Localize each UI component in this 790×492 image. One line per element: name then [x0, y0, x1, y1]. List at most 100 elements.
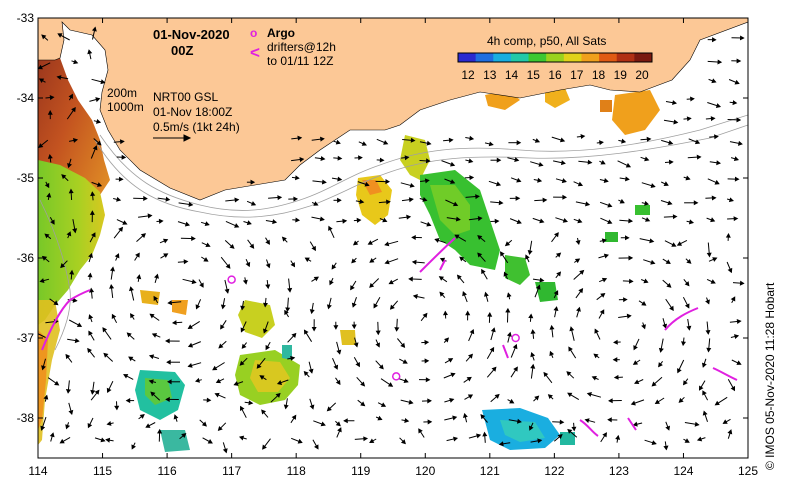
lon-tick-label: 117 [222, 464, 241, 478]
current-arrowhead [514, 157, 520, 162]
current-arrowhead [187, 324, 193, 329]
current-arrowhead [538, 161, 544, 167]
current-arrowhead [706, 252, 712, 258]
current-arrowhead [591, 376, 597, 381]
current-arrowhead [658, 362, 663, 368]
current-arrowhead [710, 279, 716, 284]
current-arrowhead [686, 258, 692, 264]
current-arrowhead [727, 429, 733, 435]
current-arrowhead [579, 269, 585, 275]
current-arrowhead [59, 438, 65, 444]
current-arrowhead [711, 195, 717, 201]
current-arrowhead [384, 241, 390, 247]
current-arrowhead [91, 26, 97, 32]
current-arrowhead [139, 414, 145, 419]
colorbar-segment [599, 53, 618, 62]
current-arrowhead [450, 372, 456, 378]
current-arrowhead [671, 242, 677, 247]
current-arrowhead [678, 397, 684, 403]
current-arrowhead [262, 328, 268, 334]
current-arrowhead [481, 268, 486, 275]
current-arrowhead [434, 238, 440, 243]
current-arrowhead [455, 216, 461, 222]
current-arrowhead [603, 253, 609, 259]
land-australia [38, 18, 748, 201]
current-arrowhead [128, 286, 134, 292]
current-arrowhead [658, 347, 664, 353]
current-arrowhead [509, 398, 515, 404]
argo-float [511, 333, 520, 343]
current-arrowhead [90, 389, 96, 395]
current-arrowhead [256, 363, 262, 369]
current-arrowhead [607, 202, 613, 208]
current-arrowhead [711, 78, 717, 84]
current-arrowhead [165, 396, 170, 402]
current-arrowhead [601, 277, 608, 283]
current-arrowhead [276, 380, 283, 385]
current-arrowhead [516, 219, 522, 224]
current-arrowhead [449, 397, 455, 403]
current-arrowhead [633, 345, 638, 351]
current-arrowhead [439, 291, 445, 297]
current-arrowhead [516, 418, 522, 424]
current-arrowhead [459, 256, 465, 262]
current-arrowhead [367, 240, 373, 245]
current-arrowhead [562, 194, 568, 200]
current-arrowhead [728, 197, 735, 203]
current-arrowhead [331, 264, 337, 270]
current-arrowhead [265, 239, 270, 245]
colorbar-segment [493, 53, 512, 62]
current-arrowhead [476, 433, 482, 439]
current-arrowhead [465, 310, 471, 316]
current-arrowhead [239, 435, 245, 441]
current-arrowhead [88, 314, 94, 320]
current-arrowhead [150, 391, 156, 397]
current-arrowhead [594, 328, 599, 334]
current-arrowhead [74, 338, 80, 344]
colorbar-segment [616, 53, 635, 62]
current-arrowhead [462, 291, 467, 297]
current-arrowhead [143, 195, 148, 202]
current-arrowhead [404, 417, 410, 423]
lon-tick-label: 119 [351, 464, 370, 478]
current-arrowhead [136, 274, 142, 280]
current-arrowhead [736, 360, 742, 365]
current-arrowhead [361, 141, 367, 146]
current-arrowhead [646, 136, 652, 142]
current-arrowhead [38, 64, 43, 70]
current-arrowhead [87, 347, 92, 353]
current-arrowhead [72, 297, 78, 303]
current-arrowhead [557, 434, 563, 439]
current-arrowhead [450, 179, 456, 184]
current-arrowhead [402, 359, 408, 364]
current-arrowhead [95, 97, 101, 103]
current-arrowhead [613, 339, 618, 345]
current-arrowhead [123, 374, 129, 379]
current-arrowhead [547, 394, 553, 400]
current-arrowhead [295, 175, 300, 181]
current-arrowhead [450, 161, 456, 167]
current-arrowhead [49, 432, 55, 438]
current-arrowhead [710, 217, 716, 223]
current-arrowhead [212, 365, 218, 371]
current-arrowhead [207, 439, 213, 444]
current-arrowhead [468, 353, 473, 359]
current-arrowhead [76, 322, 83, 327]
current-arrowhead [343, 418, 348, 424]
current-arrowhead [195, 304, 201, 310]
current-arrowhead [68, 93, 73, 99]
current-arrowhead [217, 425, 223, 431]
current-arrowhead [628, 278, 634, 284]
current-arrowhead [319, 216, 325, 222]
lon-tick-label: 114 [28, 464, 47, 478]
current-arrowhead [87, 272, 93, 278]
argo-legend-label: Argo [267, 26, 295, 40]
current-arrowhead [613, 374, 619, 380]
lon-tick-label: 118 [287, 464, 306, 478]
current-arrowhead [722, 419, 728, 424]
current-arrowhead [468, 158, 474, 164]
current-arrowhead [549, 350, 555, 357]
current-arrowhead [287, 287, 293, 293]
current-arrowhead [261, 409, 267, 415]
current-arrowhead [363, 436, 369, 442]
